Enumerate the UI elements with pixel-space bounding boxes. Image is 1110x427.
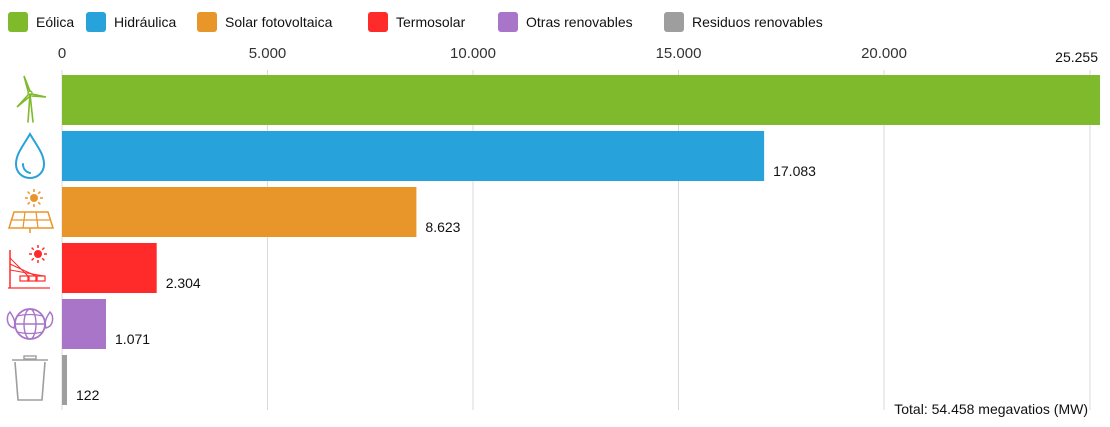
bar: [62, 75, 1100, 125]
bar-value-label: 122: [76, 387, 100, 403]
bar-value-label: 2.304: [166, 275, 201, 291]
x-tick-label: 15.000: [656, 45, 702, 62]
legend-item: Hidráulica: [86, 12, 176, 32]
legend-label: Eólica: [36, 14, 75, 30]
bar: [62, 187, 417, 237]
bar: [62, 299, 107, 349]
legend-swatch: [197, 12, 217, 32]
trash-bin-icon: [12, 355, 48, 401]
legend-item: Solar fotovoltaica: [197, 12, 332, 32]
legend-label: Hidráulica: [114, 14, 177, 30]
solar-panel-icon: [7, 189, 55, 233]
bar-value-label: 1.071: [115, 331, 150, 347]
bar-value-label: 25.255: [1055, 49, 1098, 65]
total-label: Total: 54.458 megavatios (MW): [894, 401, 1088, 417]
legend-item: Otras renovables: [498, 12, 633, 32]
legend-swatch: [86, 12, 106, 32]
legend-label: Otras renovables: [526, 14, 633, 30]
solar-thermal-icon: [8, 245, 50, 289]
bar: [62, 131, 765, 181]
legend-label: Termosolar: [396, 14, 466, 30]
bar: [62, 355, 68, 405]
legend-label: Residuos renovables: [692, 14, 823, 30]
bar: [62, 243, 157, 293]
legend-swatch: [8, 12, 28, 32]
legend-label: Solar fotovoltaica: [225, 14, 333, 30]
legend-item: Residuos renovables: [664, 12, 823, 32]
chart-legend: Eólica Hidráulica Solar fotovoltaica Termos…: [0, 0, 1110, 46]
x-tick-label: 5.000: [249, 45, 287, 62]
water-drop-icon: [14, 132, 46, 180]
wind-turbine-icon: [16, 75, 47, 123]
recycle-globe-icon: [6, 308, 54, 340]
x-tick-label: 20.000: [861, 45, 907, 62]
x-tick-label: 10.000: [450, 45, 496, 62]
legend-swatch: [368, 12, 388, 32]
bar-value-label: 8.623: [425, 219, 460, 235]
x-tick-label: 0: [58, 45, 66, 62]
legend-item: Termosolar: [368, 12, 465, 32]
bar-value-label: 17.083: [773, 163, 816, 179]
legend-item: Eólica: [8, 12, 74, 32]
legend-swatch: [664, 12, 684, 32]
legend-swatch: [498, 12, 518, 32]
